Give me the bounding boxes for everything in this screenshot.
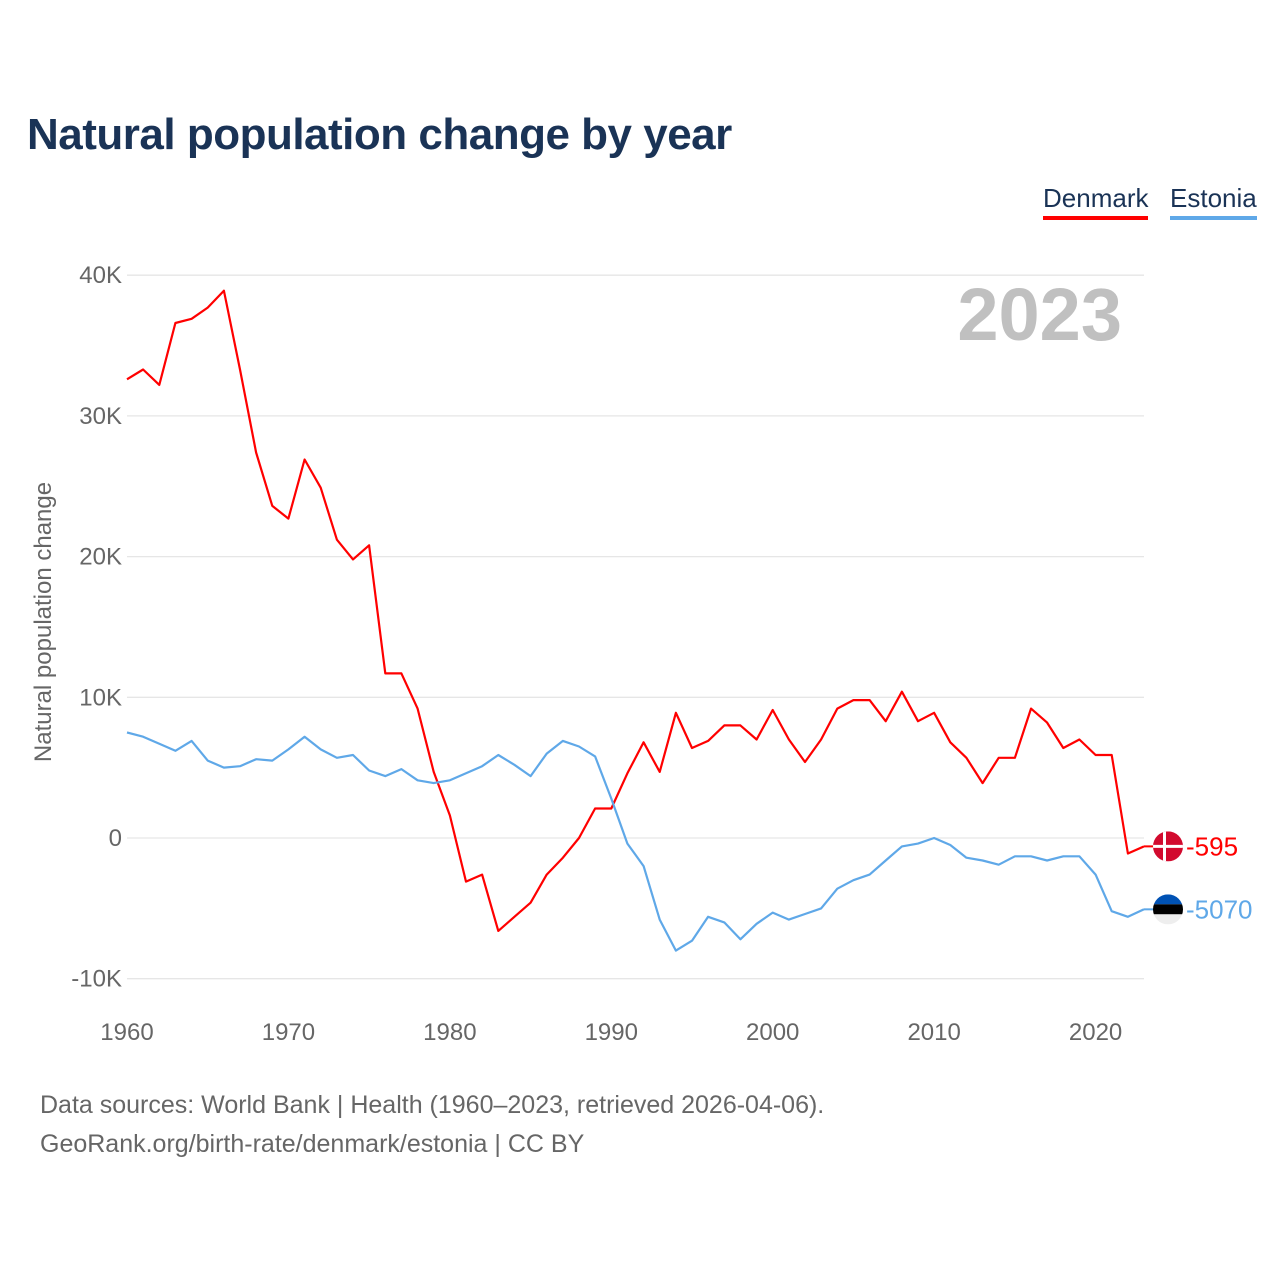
series-line-estonia: [126, 731, 1145, 952]
end-value-label: -595: [1186, 831, 1238, 861]
y-tick-label: 40K: [79, 262, 122, 289]
x-tick-label: 2000: [746, 1019, 799, 1046]
legend-item-estonia[interactable]: Estonia: [1170, 183, 1257, 220]
denmark-flag-icon: [1153, 831, 1183, 862]
x-tick-label: 1970: [262, 1019, 315, 1046]
legend-item-denmark[interactable]: Denmark: [1043, 183, 1149, 220]
series-line-denmark: [126, 289, 1145, 933]
end-value-label: -5070: [1186, 894, 1253, 924]
y-tick-label: -10K: [71, 966, 122, 993]
x-tick-label: 2020: [1069, 1019, 1122, 1046]
estonia-flag-icon: [1153, 894, 1183, 925]
attribution-link[interactable]: GeoRank.org/birth-rate/denmark/estonia |…: [40, 1130, 585, 1158]
footer: Data sources: World Bank | Health (1960–…: [40, 1086, 824, 1164]
y-tick-label: 10K: [79, 684, 122, 711]
x-tick-label: 1990: [585, 1019, 638, 1046]
chart-title: Natural population change by year: [27, 110, 732, 159]
x-tick-label: 2010: [907, 1019, 960, 1046]
data-source-text: Data sources: World Bank | Health (1960–…: [40, 1091, 825, 1119]
year-watermark: 2023: [957, 273, 1122, 356]
x-tick-label: 1980: [423, 1019, 476, 1046]
x-tick-label: 1960: [100, 1019, 153, 1046]
y-tick-label: 30K: [79, 403, 122, 430]
y-axis-label: Natural population change: [30, 482, 57, 762]
y-tick-label: 20K: [79, 544, 122, 571]
y-tick-label: 0: [109, 825, 122, 852]
